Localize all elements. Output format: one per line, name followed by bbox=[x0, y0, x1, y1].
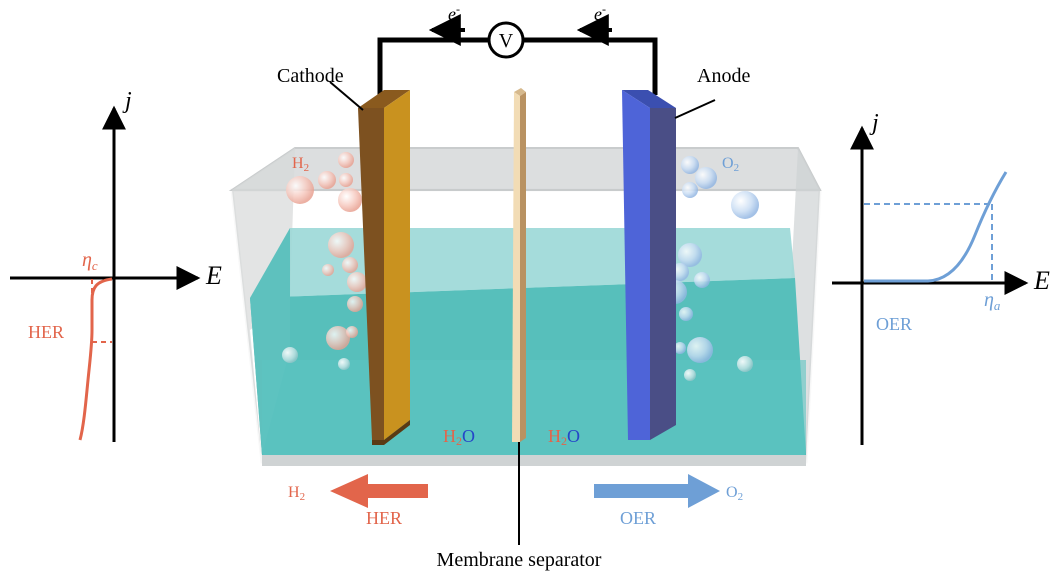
gas-label-h2-sub: 2 bbox=[304, 162, 310, 174]
her-output-gas: H bbox=[288, 484, 300, 501]
svg-text:O2: O2 bbox=[726, 484, 743, 503]
her-curve bbox=[78, 277, 113, 441]
her-plot-reaction: HER bbox=[28, 322, 64, 342]
svg-text:H2O: H2O bbox=[548, 426, 580, 448]
oer-y-axis-label: j bbox=[869, 110, 879, 136]
hydrogen-bubbles bbox=[282, 152, 367, 370]
svg-text:ηc: ηc bbox=[82, 249, 98, 273]
her-output-label: HER bbox=[366, 508, 402, 528]
electron-charge-left: - bbox=[456, 2, 460, 16]
cathode-electrode bbox=[358, 90, 410, 445]
water-left-h: H bbox=[443, 426, 456, 446]
her-polarization-plot bbox=[10, 105, 201, 442]
gas-label-h2: H bbox=[292, 155, 304, 172]
membrane-label: Membrane separator bbox=[437, 549, 602, 571]
svg-text:H2O: H2O bbox=[443, 426, 475, 448]
water-left-o: O bbox=[462, 426, 475, 446]
anode-electrode bbox=[622, 90, 676, 440]
voltmeter bbox=[487, 21, 525, 59]
svg-text:e-: e- bbox=[448, 2, 460, 24]
cathode-label: Cathode bbox=[277, 65, 344, 87]
oer-output-gas: O bbox=[726, 484, 738, 501]
oer-overpotential-sub: a bbox=[994, 298, 1001, 313]
oer-overpotential: η bbox=[984, 289, 994, 311]
her-overpotential-sub: c bbox=[92, 258, 98, 273]
electron-label-right: e bbox=[594, 4, 602, 24]
her-overpotential: η bbox=[82, 249, 92, 271]
oer-x-axis-label: E bbox=[1033, 266, 1050, 295]
water-left-sub: 2 bbox=[456, 434, 462, 448]
electron-charge-right: - bbox=[602, 2, 606, 16]
svg-text:O2: O2 bbox=[722, 155, 739, 174]
her-output-arrow bbox=[330, 474, 428, 508]
svg-text:H2: H2 bbox=[292, 155, 309, 174]
anode-label: Anode bbox=[697, 65, 750, 87]
her-y-axis-label: j bbox=[122, 88, 132, 114]
water-right-sub: 2 bbox=[561, 434, 567, 448]
svg-text:ηa: ηa bbox=[984, 289, 1001, 313]
oer-plot-reaction: OER bbox=[876, 314, 912, 334]
oer-polarization-plot bbox=[832, 125, 1029, 445]
voltmeter-label: V bbox=[499, 30, 514, 52]
her-x-axis-label: E bbox=[205, 261, 222, 290]
gas-label-o2-sub: 2 bbox=[734, 162, 740, 174]
electron-label-left: e bbox=[448, 4, 456, 24]
water-right-o: O bbox=[567, 426, 580, 446]
svg-text:H2: H2 bbox=[288, 484, 305, 503]
her-output-gas-sub: 2 bbox=[300, 491, 306, 503]
oer-output-gas-sub: 2 bbox=[738, 491, 744, 503]
svg-text:e-: e- bbox=[594, 2, 606, 24]
external-circuit: V e- e- bbox=[377, 2, 658, 95]
gas-label-o2: O bbox=[722, 155, 734, 172]
oer-output-arrow bbox=[594, 474, 720, 508]
membrane-separator bbox=[512, 88, 526, 545]
oer-output-label: OER bbox=[620, 508, 656, 528]
oer-curve bbox=[864, 171, 1008, 283]
water-right-h: H bbox=[548, 426, 561, 446]
